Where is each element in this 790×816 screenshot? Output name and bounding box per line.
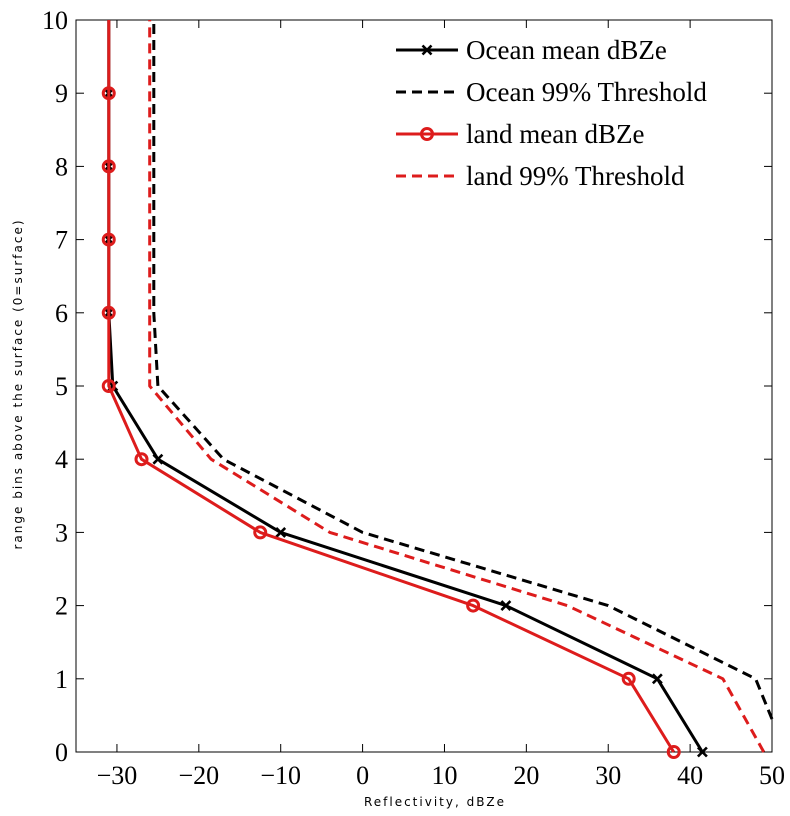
y-tick-label: 4: [55, 445, 68, 474]
series-layer: [101, 20, 774, 759]
series-1: [152, 20, 774, 720]
x-marker: [275, 526, 287, 538]
y-tick-label: 2: [55, 592, 68, 621]
x-marker: [152, 453, 164, 465]
circle-marker: [101, 379, 116, 393]
circle-marker: [466, 598, 481, 613]
circle-marker: [101, 232, 116, 247]
series-line: [152, 20, 774, 720]
circle-marker: [621, 671, 636, 686]
x-marker: [696, 746, 708, 758]
x-marker-stroke: [275, 526, 287, 538]
x-marker: [421, 44, 433, 56]
circle-marker: [101, 159, 116, 174]
legend-item: land mean dBZe: [396, 119, 644, 149]
x-tick-label: 10: [431, 761, 457, 790]
x-tick-label: 50: [759, 761, 785, 790]
legend-item: Ocean mean dBZe: [396, 35, 667, 65]
y-tick-label: 0: [55, 738, 68, 767]
y-tick-label: 3: [55, 518, 68, 547]
x-marker: [500, 600, 512, 612]
circle-marker: [101, 305, 116, 320]
y-tick-label: 10: [42, 6, 68, 35]
legend-label: Ocean mean dBZe: [466, 35, 667, 65]
circle-marker: [134, 452, 149, 467]
series-line: [148, 20, 766, 753]
legend-label: land mean dBZe: [466, 119, 644, 149]
legend-item: Ocean 99% Threshold: [396, 77, 707, 107]
x-axis-label: Reflectivity, dBZe: [364, 795, 506, 809]
legend-item: land 99% Threshold: [396, 161, 685, 191]
x-marker-stroke: [152, 453, 164, 465]
x-tick-label: 20: [513, 761, 539, 790]
x-marker-stroke: [696, 746, 708, 758]
x-tick-label: 30: [595, 761, 621, 790]
x-tick-label: −20: [178, 761, 219, 790]
y-tick-label: 6: [55, 299, 68, 328]
x-marker-stroke: [651, 673, 663, 685]
legend-label: Ocean 99% Threshold: [466, 77, 707, 107]
series-2: [101, 20, 681, 759]
circle-marker: [666, 745, 681, 759]
x-tick-label: 0: [356, 761, 369, 790]
y-tick-label: 8: [55, 152, 68, 181]
x-tick-label: −30: [97, 761, 138, 790]
y-tick-label: 1: [55, 665, 68, 694]
x-marker-stroke: [421, 44, 433, 56]
circle-marker: [101, 86, 116, 101]
circle-marker: [420, 127, 434, 141]
x-tick-label: 40: [677, 761, 703, 790]
x-tick-label: −10: [260, 761, 301, 790]
y-axis-label: range bins above the surface (0=surface): [11, 218, 25, 549]
series-line: [107, 20, 675, 753]
x-marker: [651, 673, 663, 685]
y-tick-label: 7: [55, 226, 68, 255]
axis-ticks: −30 −20 −10 0 10 20 30 40 50 0 1 2 3 4 5 6 7 8 9 10: [42, 6, 785, 790]
legend-label: land 99% Threshold: [466, 161, 685, 191]
series-3: [148, 20, 766, 753]
legend: Ocean mean dBZe Ocean 99% Threshold land m…: [396, 35, 707, 191]
x-marker-stroke: [500, 600, 512, 612]
y-tick-label: 5: [55, 372, 68, 401]
y-tick-label: 9: [55, 79, 68, 108]
circle-marker: [253, 525, 268, 540]
